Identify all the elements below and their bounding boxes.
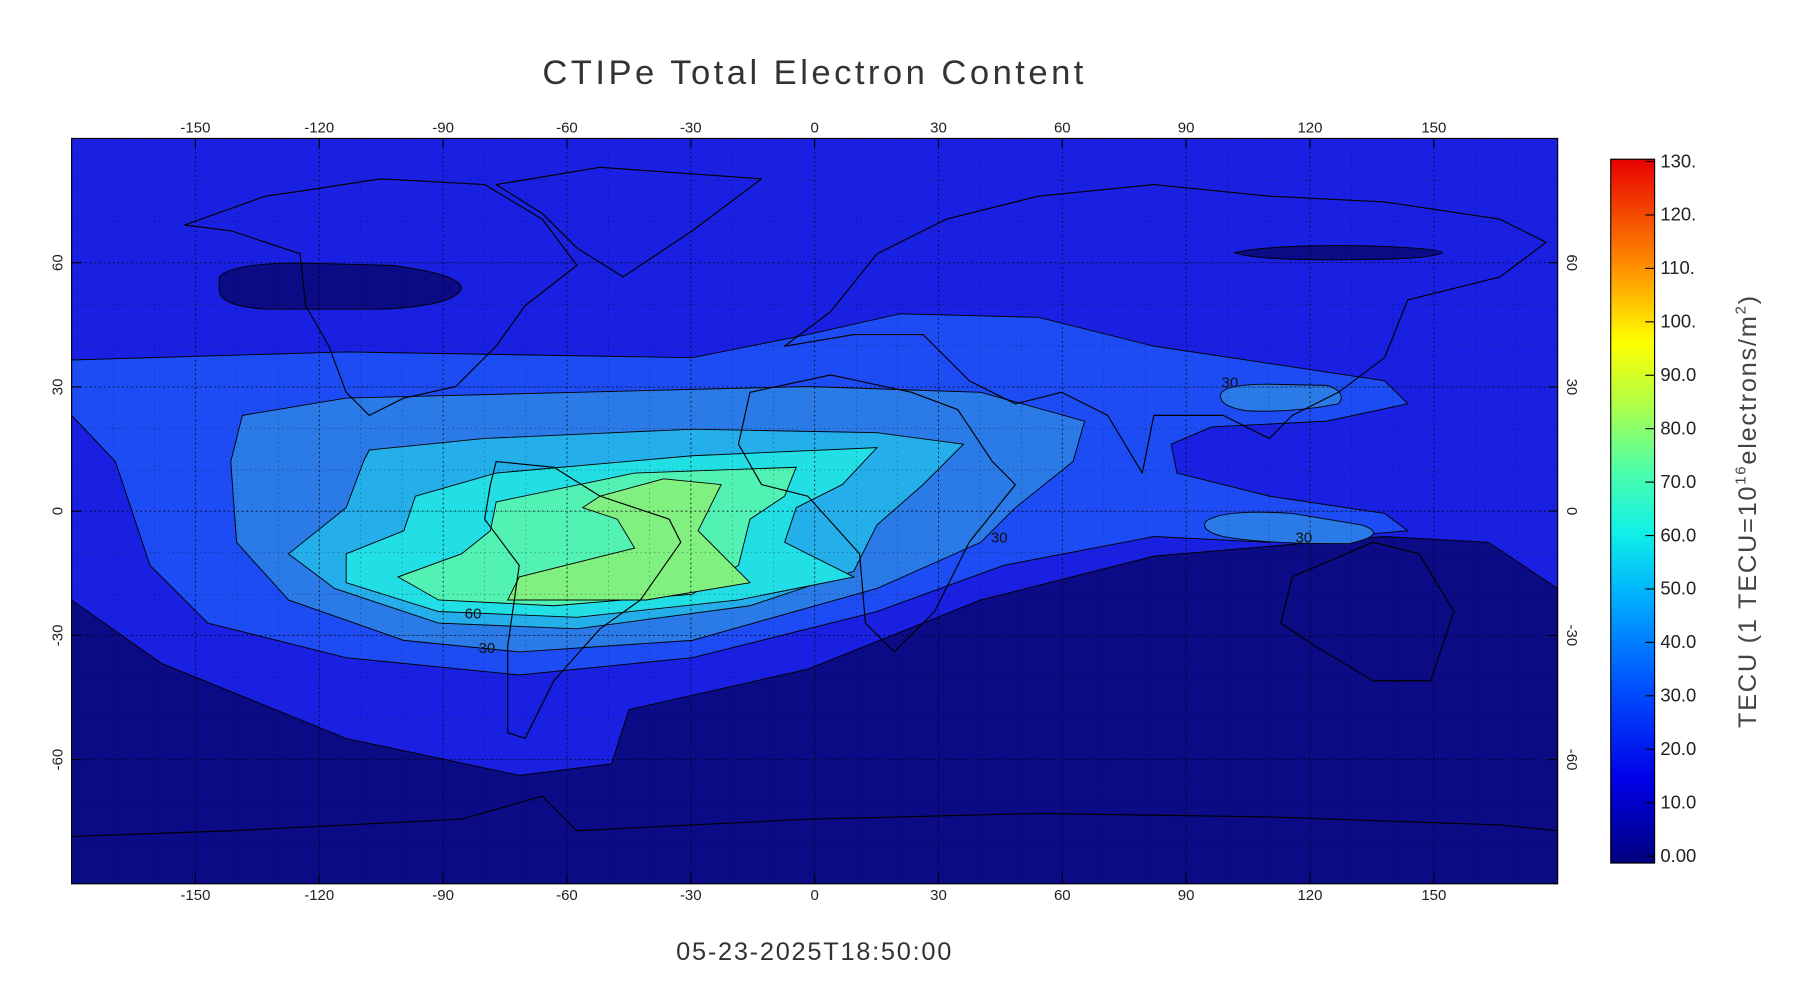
colorbar-label-sup: 16 — [1733, 465, 1750, 485]
y-tick-label: -60 — [1563, 749, 1580, 771]
x-tick-label: 150 — [1421, 887, 1446, 904]
colorbar-tick-label: 70.0 — [1660, 471, 1696, 492]
x-tick-label: -150 — [180, 120, 210, 137]
x-tick-label: -60 — [556, 887, 578, 904]
x-tick-label: 90 — [1178, 887, 1195, 904]
colorbar-label-sup: 2 — [1733, 304, 1750, 314]
colorbar-label-part: ) — [1734, 294, 1762, 304]
x-tick-label: -60 — [556, 120, 578, 137]
y-tick-label: -60 — [49, 749, 66, 771]
contour-label: 30 — [1295, 529, 1312, 546]
y-tick-label: 0 — [49, 507, 66, 515]
y-tick-label: 30 — [1563, 379, 1580, 396]
contour-label: 30 — [479, 640, 496, 657]
chart-title: CTIPe Total Electron Content — [542, 54, 1087, 92]
colorbar-tick-label: 80.0 — [1660, 417, 1696, 438]
colorbar-tick-label: 110. — [1660, 257, 1695, 278]
x-tick-label: 0 — [810, 887, 818, 904]
timestamp: 05-23-2025T18:50:00 — [676, 938, 953, 966]
x-tick-label: -90 — [432, 887, 454, 904]
x-tick-label: -90 — [432, 120, 454, 137]
y-tick-label: 60 — [49, 254, 66, 271]
contour-label: 60 — [465, 605, 482, 622]
x-tick-label: 0 — [810, 120, 818, 137]
colorbar-label-part: TECU (1 TECU=10 — [1734, 485, 1762, 728]
colorbar-tick-label: 100. — [1660, 311, 1696, 332]
coastlines — [71, 166, 1558, 838]
x-tick-label: -30 — [680, 887, 702, 904]
colorbar-tick-label: 30.0 — [1660, 685, 1696, 706]
x-tick-label: -150 — [180, 887, 210, 904]
colorbar-label: TECU (1 TECU=1016electrons/m2) — [1733, 294, 1762, 728]
y-tick-label: 0 — [1563, 507, 1580, 515]
x-tick-label: 30 — [930, 120, 947, 137]
x-tick-label: -120 — [304, 887, 334, 904]
x-tick-label: 30 — [930, 887, 947, 904]
x-tick-label: 60 — [1054, 887, 1071, 904]
x-tick-label: 120 — [1297, 887, 1322, 904]
y-tick-label: -30 — [49, 625, 66, 647]
contour-label: 30 — [991, 529, 1008, 546]
colorbar-tick-label: 130. — [1660, 150, 1696, 171]
colorbar-label-part: electrons/m — [1734, 314, 1762, 464]
y-tick-label: 30 — [49, 379, 66, 396]
colorbar — [1610, 158, 1656, 864]
x-tick-label: 150 — [1421, 120, 1446, 137]
x-tick-label: -120 — [304, 120, 334, 137]
x-tick-label: 90 — [1178, 120, 1195, 137]
colorbar-tick-label: 10.0 — [1660, 791, 1696, 812]
colorbar-tick-label: 0.00 — [1660, 845, 1696, 866]
x-tick-label: -30 — [680, 120, 702, 137]
contour-label: 30 — [1222, 375, 1239, 392]
colorbar-tick-label: 40.0 — [1660, 631, 1696, 652]
colorbar-tick-label: 90.0 — [1660, 364, 1696, 385]
x-tick-label: 60 — [1054, 120, 1071, 137]
colorbar-tick-label: 20.0 — [1660, 738, 1696, 759]
colorbar-tick-label: 50.0 — [1660, 578, 1696, 599]
y-tick-label: 60 — [1563, 254, 1580, 271]
y-tick-label: -30 — [1563, 625, 1580, 647]
colorbar-tick-label: 60.0 — [1660, 524, 1696, 545]
x-tick-label: 120 — [1297, 120, 1322, 137]
colorbar-tick-label: 120. — [1660, 204, 1696, 225]
